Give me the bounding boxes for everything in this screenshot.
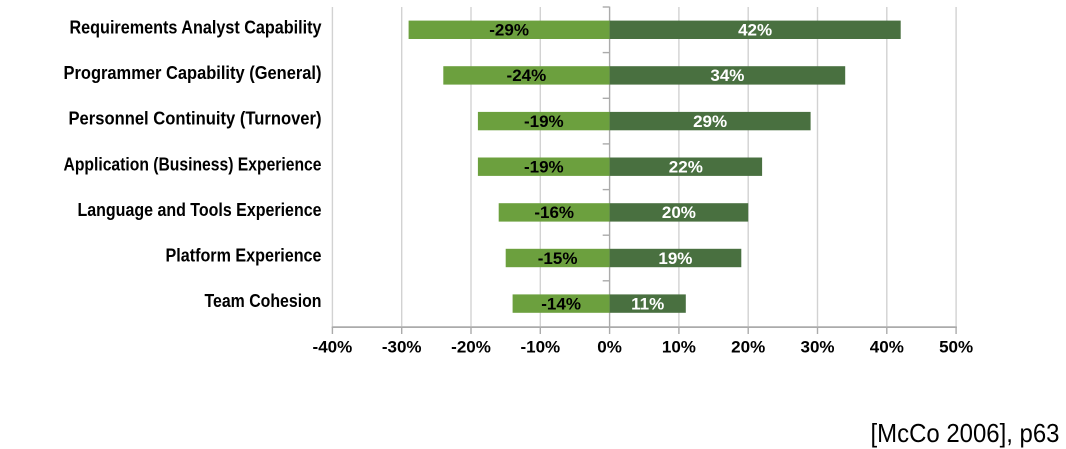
svg-text:-30%: -30% [382, 338, 422, 357]
svg-text:40%: 40% [870, 338, 904, 357]
svg-text:Requirements Analyst Capabilit: Requirements Analyst Capability [70, 17, 322, 37]
svg-text:Application (Business) Experie: Application (Business) Experience [64, 154, 322, 174]
svg-text:-10%: -10% [520, 338, 560, 357]
svg-text:Language and Tools Experience: Language and Tools Experience [78, 200, 322, 220]
svg-text:10%: 10% [662, 338, 696, 357]
svg-text:-20%: -20% [451, 338, 491, 357]
svg-text:-24%: -24% [507, 66, 547, 85]
svg-text:-14%: -14% [541, 294, 581, 313]
svg-text:0%: 0% [597, 338, 622, 357]
svg-text:-29%: -29% [489, 21, 529, 40]
svg-text:19%: 19% [658, 249, 692, 268]
svg-text:Personnel Continuity (Turnover: Personnel Continuity (Turnover) [69, 109, 322, 129]
svg-text:11%: 11% [631, 294, 664, 313]
svg-text:-15%: -15% [538, 249, 578, 268]
svg-text:34%: 34% [710, 66, 744, 85]
svg-text:22%: 22% [669, 158, 703, 177]
svg-text:30%: 30% [800, 338, 834, 357]
svg-text:42%: 42% [738, 21, 772, 40]
svg-text:Programmer Capability (General: Programmer Capability (General) [64, 63, 322, 83]
svg-text:20%: 20% [731, 338, 765, 357]
svg-text:Team Cohesion: Team Cohesion [205, 291, 322, 311]
svg-text:-16%: -16% [534, 203, 574, 222]
svg-text:50%: 50% [939, 338, 973, 357]
svg-text:-19%: -19% [524, 112, 564, 131]
svg-text:-19%: -19% [524, 158, 564, 177]
svg-text:[McCo 2006], p63: [McCo 2006], p63 [871, 418, 1060, 448]
svg-text:20%: 20% [662, 203, 696, 222]
svg-text:-40%: -40% [313, 338, 353, 357]
svg-text:Platform Experience: Platform Experience [166, 246, 322, 266]
svg-text:29%: 29% [693, 112, 727, 131]
